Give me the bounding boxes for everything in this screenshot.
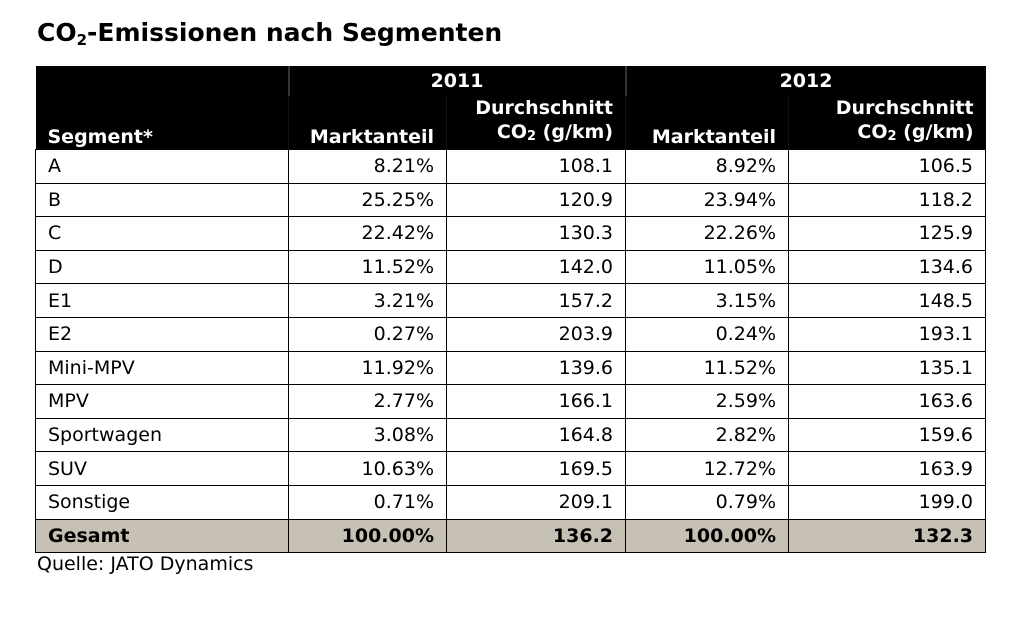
co2-2011-cell: 108.1: [445, 149, 627, 184]
share-2011-cell: 11.92%: [288, 350, 447, 386]
co2-2011-cell: 130.3: [445, 216, 627, 251]
segment-cell: SUV: [35, 451, 289, 486]
share-2012-cell: 11.52%: [625, 350, 790, 386]
share-2012-cell: 23.94%: [625, 182, 790, 218]
share-2011-cell: 8.21%: [288, 149, 447, 184]
total-row: Gesamt 100.00% 136.2 100.00% 132.3: [35, 518, 987, 554]
co2-2012-cell: 135.1: [788, 350, 987, 386]
co2-2012-cell: 106.5: [788, 149, 987, 184]
share-2011-cell: 11.52%: [288, 249, 447, 285]
segment-cell: B: [35, 182, 289, 218]
table-row: A 8.21% 108.1 8.92% 106.5: [35, 149, 987, 184]
co2-2011-cell: 166.1: [445, 384, 627, 419]
share-2011-cell: 2.77%: [288, 384, 447, 419]
co2-2011-cell: 139.6: [445, 350, 627, 386]
share-2012-cell: 11.05%: [625, 249, 790, 285]
share-2012-cell: 8.92%: [625, 149, 790, 184]
segment-cell: A: [35, 149, 289, 184]
table-row: B 25.25% 120.9 23.94% 118.2: [35, 182, 987, 218]
co2-2011-cell: 209.1: [445, 484, 627, 520]
segment-cell: MPV: [35, 384, 289, 419]
table-row: D 11.52% 142.0 11.05% 134.6: [35, 249, 987, 285]
share-2012-header: Marktanteil: [625, 96, 789, 150]
table-row: E2 0.27% 203.9 0.24% 193.1: [35, 316, 987, 352]
segment-cell: E2: [35, 316, 289, 352]
table-row: SUV 10.63% 169.5 12.72% 163.9: [35, 451, 987, 486]
share-2011-cell: 10.63%: [288, 451, 447, 486]
co2-2011-cell: 169.5: [445, 451, 627, 486]
segment-cell: Sonstige: [35, 484, 289, 520]
page-title: CO2-Emissionen nach Segmenten: [37, 18, 503, 49]
table-row: MPV 2.77% 166.1 2.59% 163.6: [35, 384, 987, 419]
share-2011-cell: 0.27%: [288, 316, 447, 352]
share-2011-cell: 0.71%: [288, 484, 447, 520]
share-2012-cell: 22.26%: [625, 216, 790, 251]
year-header-row: 2011 2012: [35, 66, 986, 96]
segment-cell: Gesamt: [35, 518, 289, 554]
segment-cell: D: [35, 249, 289, 285]
co2-2012-cell: 193.1: [788, 316, 987, 352]
table-body: A 8.21% 108.1 8.92% 106.5 B 25.25% 120.9 23.94% 1…: [35, 149, 987, 554]
header-spacer: [35, 66, 289, 96]
source-note: Quelle: JATO Dynamics: [37, 553, 254, 575]
share-2012-cell: 12.72%: [625, 451, 790, 486]
segment-cell: C: [35, 216, 289, 251]
year-2011-header: 2011: [287, 66, 626, 96]
share-2012-cell: 100.00%: [625, 518, 790, 554]
co2-2012-cell: 132.3: [788, 518, 987, 554]
share-2011-cell: 22.42%: [288, 216, 447, 251]
segment-cell: E1: [35, 283, 289, 318]
co2-2011-cell: 120.9: [445, 182, 627, 218]
co2-2012-cell: 159.6: [788, 417, 987, 453]
table-row: C 22.42% 130.3 22.26% 125.9: [35, 216, 987, 251]
table-row: Sonstige 0.71% 209.1 0.79% 199.0: [35, 484, 987, 520]
co2-2011-cell: 164.8: [445, 417, 627, 453]
share-2012-cell: 2.82%: [625, 417, 790, 453]
co2-2012-cell: 148.5: [788, 283, 987, 318]
share-2012-cell: 0.79%: [625, 484, 790, 520]
emissions-table: 2011 2012 Segment* Marktanteil Durchschn…: [35, 66, 987, 554]
share-2011-header: Marktanteil: [288, 96, 447, 150]
share-2011-cell: 3.21%: [288, 283, 447, 318]
table-row: E1 3.21% 157.2 3.15% 148.5: [35, 283, 987, 318]
segment-cell: Sportwagen: [35, 417, 289, 453]
co2-2011-cell: 203.9: [445, 316, 627, 352]
share-2012-cell: 2.59%: [625, 384, 790, 419]
year-2012-header: 2012: [624, 66, 986, 96]
co2-2012-header: Durchschnitt CO2 (g/km): [788, 96, 986, 150]
co2-2011-cell: 136.2: [445, 518, 627, 554]
table-row: Mini-MPV 11.92% 139.6 11.52% 135.1: [35, 350, 987, 386]
co2-2012-cell: 125.9: [788, 216, 987, 251]
table-row: Sportwagen 3.08% 164.8 2.82% 159.6: [35, 417, 987, 453]
co2-2011-cell: 142.0: [445, 249, 627, 285]
co2-2012-cell: 163.9: [788, 451, 987, 486]
co2-2012-cell: 118.2: [788, 182, 987, 218]
co2-2012-cell: 163.6: [788, 384, 987, 419]
segment-cell: Mini-MPV: [35, 350, 289, 386]
co2-2012-cell: 134.6: [788, 249, 987, 285]
share-2011-cell: 100.00%: [288, 518, 447, 554]
share-2011-cell: 25.25%: [288, 182, 447, 218]
co2-2011-header: Durchschnitt CO2 (g/km): [445, 96, 626, 150]
segment-header: Segment*: [35, 96, 289, 150]
column-header-row: Segment* Marktanteil Durchschnitt CO2 (g/…: [35, 96, 986, 150]
share-2012-cell: 3.15%: [625, 283, 790, 318]
co2-2012-cell: 199.0: [788, 484, 987, 520]
share-2012-cell: 0.24%: [625, 316, 790, 352]
co2-2011-cell: 157.2: [445, 283, 627, 318]
share-2011-cell: 3.08%: [288, 417, 447, 453]
